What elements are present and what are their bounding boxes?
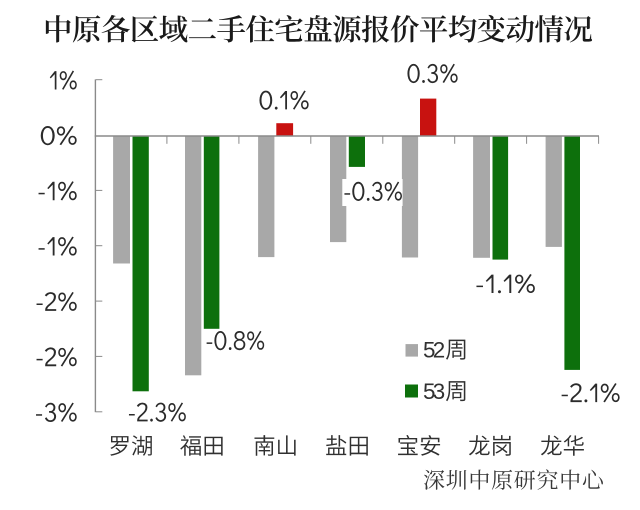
svg-text:52: 52 (423, 337, 445, 362)
svg-text:53: 53 (423, 379, 445, 404)
